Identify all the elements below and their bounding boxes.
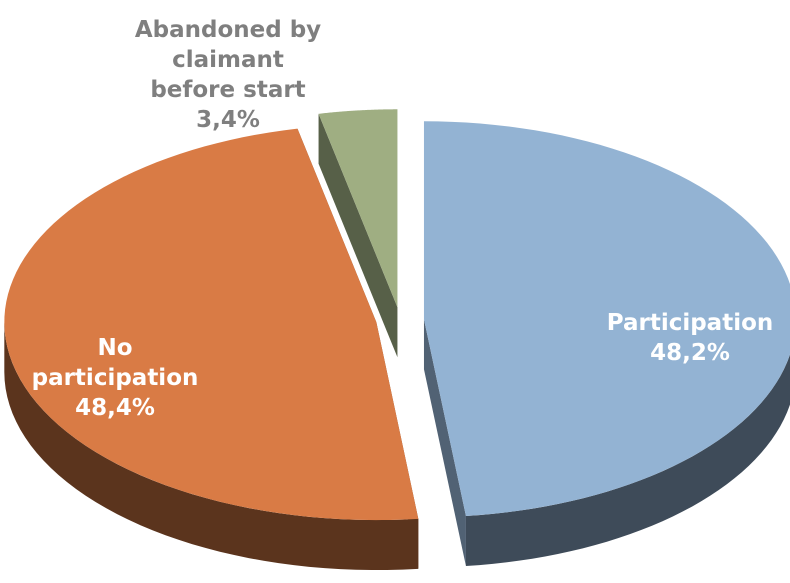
slice-label: Abandoned by claimant before start 3,4% [133,15,323,135]
value-label: 3,4% [196,107,260,133]
pie-slice [318,109,398,308]
slice-wall [465,354,790,567]
slice-wall [4,322,419,571]
category-label: No participation [31,335,199,391]
slice-label: Participation 48,2% [585,308,790,368]
slice-tops [4,109,790,521]
slice-cut-face [318,113,398,358]
value-label: 48,2% [650,340,730,366]
pie-slice [4,128,419,521]
slice-label: No participation 48,4% [15,333,215,423]
category-label: Participation [606,310,774,336]
slice-cut-face [423,319,466,567]
pie-slice [423,121,790,517]
category-label: Abandoned by claimant before start [134,17,322,103]
value-label: 48,4% [75,395,155,421]
